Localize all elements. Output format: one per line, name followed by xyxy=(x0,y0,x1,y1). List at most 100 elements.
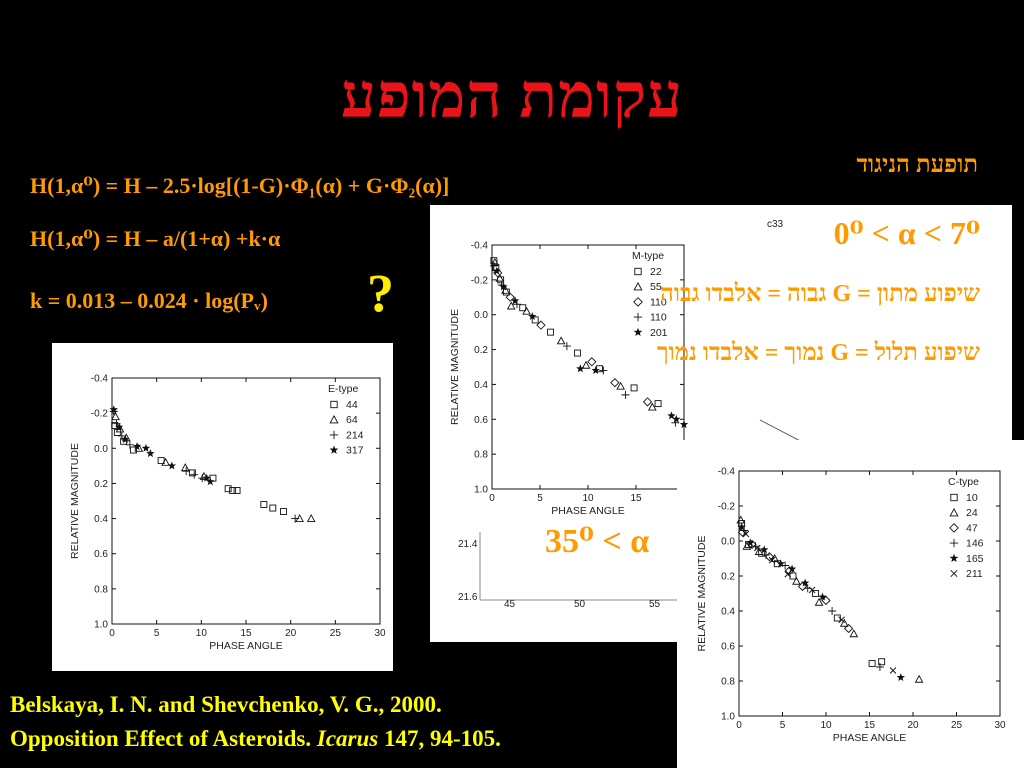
data-point xyxy=(556,336,566,345)
data-point xyxy=(875,663,884,671)
data-point xyxy=(190,470,199,479)
citation-journal: Icarus xyxy=(316,726,379,751)
data-point xyxy=(492,266,501,275)
data-point xyxy=(737,522,746,531)
data-point xyxy=(581,360,591,369)
plot-frame xyxy=(738,470,1001,717)
citation-text: Opposition Effect of Asteroids. xyxy=(10,726,317,751)
legend-marker xyxy=(329,445,339,454)
x-axis-label: PHASE ANGLE xyxy=(551,505,625,517)
data-point xyxy=(499,282,508,291)
legend-label: 24 xyxy=(966,507,978,519)
legend-marker xyxy=(329,430,339,440)
data-point xyxy=(754,546,764,555)
data-point xyxy=(528,312,537,321)
legend-marker xyxy=(633,312,643,322)
y-tick-label: -0.4 xyxy=(91,374,109,385)
legend-label: 201 xyxy=(650,327,668,339)
x-tick-label: 10 xyxy=(196,628,208,639)
fragment-tick-x3: 55 xyxy=(649,599,661,610)
y-tick-label: -0.2 xyxy=(718,502,736,513)
data-point xyxy=(896,673,905,682)
y-tick-label: 0.6 xyxy=(94,549,108,560)
data-point xyxy=(868,660,876,667)
y-tick-label: 0.8 xyxy=(94,584,108,595)
citation-line-1: Belskaya, I. N. and Shevchenko, V. G., 2… xyxy=(10,692,442,717)
legend-label: 317 xyxy=(346,445,364,457)
y-axis-label: RELATIVE MAGNITUDE xyxy=(696,536,708,652)
legend-marker xyxy=(949,538,959,548)
data-point xyxy=(269,504,277,512)
alpha-range-low: 0⁰ < α < 7⁰ xyxy=(833,215,980,251)
data-point xyxy=(770,553,780,562)
data-point xyxy=(838,616,845,624)
data-point xyxy=(260,501,268,508)
y-tick-label: -0.4 xyxy=(718,467,736,478)
data-point xyxy=(167,461,177,470)
y-tick-label: -0.2 xyxy=(471,275,489,286)
data-point xyxy=(839,618,849,627)
data-point xyxy=(828,607,837,615)
data-point xyxy=(591,366,600,375)
legend-label: 64 xyxy=(346,414,358,426)
data-point xyxy=(495,273,505,282)
data-point xyxy=(792,576,801,585)
x-tick-label: 30 xyxy=(374,628,386,639)
x-tick-label: 20 xyxy=(907,720,919,731)
data-point xyxy=(849,629,859,638)
data-point xyxy=(736,515,746,524)
legend-marker xyxy=(330,400,338,409)
data-point xyxy=(506,301,516,310)
data-point xyxy=(280,508,287,515)
y-tick-label: 0.4 xyxy=(721,607,735,618)
fragment-tick-y1: 21.4 xyxy=(458,539,478,550)
data-point xyxy=(814,597,824,606)
data-point xyxy=(616,381,625,390)
legend-label: 165 xyxy=(966,553,984,565)
legend-marker xyxy=(949,523,959,533)
data-point xyxy=(797,581,808,592)
data-point xyxy=(522,306,531,315)
legend-title: C-type xyxy=(948,476,979,488)
data-point xyxy=(914,674,924,683)
data-point xyxy=(610,378,620,388)
legend-marker xyxy=(949,507,959,517)
formula-slope-k: k = 0.013 – 0.024 · log(Pᵥ) xyxy=(30,288,268,313)
data-point xyxy=(182,467,191,476)
data-point xyxy=(505,292,515,302)
data-point xyxy=(621,390,630,399)
legend-label: 146 xyxy=(966,538,984,550)
y-tick-label: -0.2 xyxy=(91,409,109,420)
data-point xyxy=(114,422,124,431)
data-point xyxy=(202,473,211,482)
x-tick-label: 15 xyxy=(240,628,252,639)
y-axis-label: RELATIVE MAGNITUDE xyxy=(69,443,81,559)
y-tick-label: 0.4 xyxy=(474,380,488,391)
data-point xyxy=(808,586,816,594)
data-point xyxy=(117,431,126,440)
background-fragment: c33 21.4 21.6 45 50 55 xyxy=(458,219,809,610)
y-axis-label: RELATIVE MAGNITUDE xyxy=(449,309,461,425)
data-point xyxy=(647,402,657,411)
data-point xyxy=(536,320,546,330)
data-point xyxy=(812,590,820,597)
data-point xyxy=(672,414,681,423)
legend-marker xyxy=(950,569,958,578)
data-point xyxy=(776,559,785,568)
y-tick-label: 0.6 xyxy=(721,642,735,653)
fragment-tick-y2: 21.6 xyxy=(458,592,478,603)
x-tick-label: 10 xyxy=(820,720,832,731)
y-tick-label: -0.4 xyxy=(471,241,489,252)
data-point xyxy=(753,544,761,552)
x-axis-label: PHASE ANGLE xyxy=(833,732,907,744)
data-point xyxy=(129,446,137,454)
legend-marker xyxy=(634,267,642,276)
x-tick-label: 20 xyxy=(285,628,297,639)
legend-title: M-type xyxy=(632,250,664,262)
data-point xyxy=(576,364,585,373)
data-point xyxy=(109,405,118,414)
legend-marker xyxy=(329,414,339,424)
data-point xyxy=(800,578,810,587)
opposition-effect-heading: תופעת הניגוד xyxy=(856,152,978,178)
y-tick-label: 1.0 xyxy=(94,620,108,631)
